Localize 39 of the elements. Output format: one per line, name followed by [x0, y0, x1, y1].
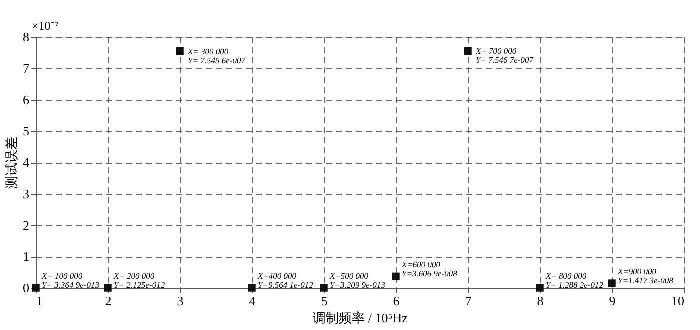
- x-tick-label: 7: [465, 294, 472, 308]
- text: ×10⁻⁷: [32, 19, 59, 33]
- x-tick-label: 5: [321, 294, 328, 308]
- x-tick-label: 9: [609, 294, 616, 308]
- y-axis-title: 测试误差: [4, 137, 19, 189]
- annotation: X= 100 000 Y= 3.364 9e-013: [41, 271, 100, 290]
- x-tick-label: 10: [672, 294, 684, 308]
- x-tick-label: 3: [177, 294, 184, 308]
- y-tick-label: 6: [23, 92, 30, 108]
- y-tick-label: 5: [23, 124, 30, 139]
- annotation: X=600 000 Y=3.606 9e-008: [401, 260, 458, 279]
- x-tick-label: 6: [393, 294, 400, 308]
- annotation: X=400 000 Y=9.564 1e-012: [257, 270, 314, 290]
- annotation: X= 200 000 Y= 2.125e-012: [113, 271, 166, 290]
- point: [536, 284, 544, 292]
- y-tick-label: 8: [23, 30, 30, 44]
- y-tick-label: 7: [23, 60, 30, 76]
- point: [176, 47, 184, 56]
- y-tick-label: 3: [23, 186, 30, 202]
- point: [248, 284, 256, 292]
- x-tick-label: 1: [36, 294, 43, 308]
- y-tick-label: 0: [23, 280, 30, 296]
- point: [608, 280, 616, 288]
- y-tick-label: 2: [23, 218, 30, 233]
- point: [464, 47, 472, 56]
- annotation: X= 800 000 Y= 1.288 2e-012: [545, 271, 604, 290]
- point: [104, 284, 112, 292]
- x-tick-label: 8: [537, 294, 544, 308]
- annotation: X=500 000 Y=3.209 9e-013: [329, 271, 386, 290]
- annotation: X= 700 000 Y= 7.546 7e-007: [475, 46, 534, 66]
- x-tick-label: 4: [249, 294, 256, 308]
- x-tick-label: 2: [105, 294, 112, 308]
- annotation: X=900 000 Y=1.417 3e-008: [617, 266, 674, 286]
- point: [320, 284, 328, 292]
- point: [392, 272, 400, 281]
- y-tick-label: 1: [23, 249, 30, 264]
- x-axis-title: 调制频率 / 10⁵Hz: [313, 310, 408, 326]
- annotation: X= 300 000 Y= 7.545 6e-007: [187, 46, 246, 66]
- y-tick-label: 4: [23, 155, 30, 170]
